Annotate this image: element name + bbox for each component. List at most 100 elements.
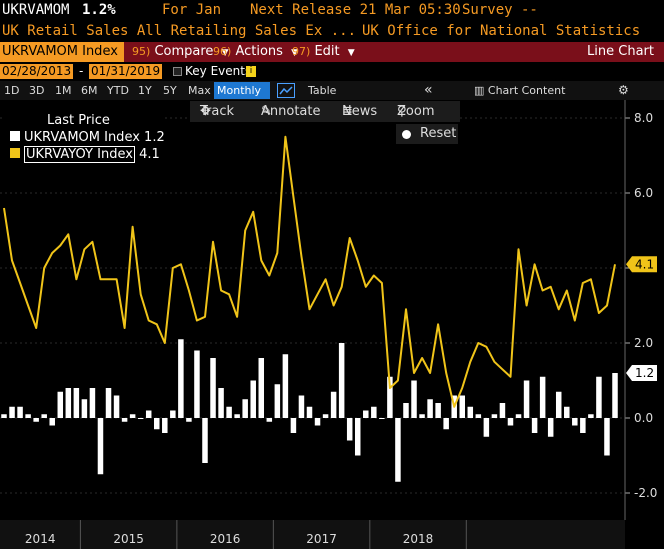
end-date-input[interactable]: 01/31/2019 — [89, 64, 163, 79]
gear-icon[interactable]: ⚙ — [618, 83, 629, 97]
bar — [41, 414, 47, 418]
last-value-tags: 4.1 1.2 — [626, 256, 657, 381]
bar — [258, 358, 265, 418]
bar — [580, 418, 586, 433]
ticker-input[interactable]: UKRVAMOM Index — [0, 42, 124, 62]
key-events-checkbox[interactable] — [173, 67, 182, 76]
period-1m[interactable]: 1M — [55, 84, 72, 97]
start-date-input[interactable]: 02/28/2013 — [0, 64, 74, 79]
info-icon[interactable]: i — [246, 66, 256, 77]
reset-button[interactable]: Reset — [396, 124, 458, 144]
bar — [363, 410, 369, 418]
y-tick-label: 2.0 — [634, 336, 653, 350]
y-axis: -2.00.02.04.06.08.0 — [624, 100, 657, 520]
period-bar: 1D 3D 1M 6M YTD 1Y 5Y Max Monthly ▼ Tabl… — [0, 81, 664, 114]
edit-button[interactable]: 97) Edit ▼ — [292, 44, 355, 59]
bar — [17, 406, 23, 418]
bar — [33, 418, 39, 422]
bar — [371, 406, 377, 418]
collapse-icon[interactable]: « — [424, 82, 433, 98]
next-release: Next Release 21 Mar 05:30 — [250, 2, 461, 18]
y-tick-label: -2.0 — [634, 486, 657, 500]
bar — [170, 410, 176, 418]
bar — [202, 418, 208, 463]
bar — [145, 410, 152, 418]
bar — [242, 399, 248, 418]
chart-tools: ✥ Track ✎ Annotate ≣ News ⚲ Zoom — [190, 101, 460, 122]
bar — [499, 403, 506, 418]
bar — [338, 343, 345, 418]
chart-type-label[interactable]: Line Chart — [587, 44, 654, 59]
table-button[interactable]: Table — [308, 84, 337, 97]
x-tick-label: 2016 — [210, 532, 241, 546]
bar — [564, 406, 570, 418]
period-1y[interactable]: 1Y — [138, 84, 152, 97]
y-tick-label: 0.0 — [634, 411, 653, 425]
frequency-select[interactable]: Monthly ▼ — [214, 82, 270, 114]
bar — [274, 384, 281, 418]
data-source: UK Office for National Statistics — [362, 23, 641, 39]
bar — [250, 380, 256, 418]
key-events-label: Key Events — [185, 64, 252, 78]
legend-item-ukrvayoy[interactable]: UKRVAYOY Index 4.1 — [10, 146, 160, 163]
chart-area[interactable]: -2.00.02.04.06.08.0 20142015201620172018… — [0, 100, 664, 549]
bar — [49, 418, 55, 426]
x-tick-label: 2014 — [25, 532, 56, 546]
bar — [234, 414, 240, 418]
bar — [483, 418, 490, 437]
bar — [547, 418, 554, 437]
news-icon: ≣ — [342, 104, 353, 119]
bar — [322, 414, 329, 418]
period-6m[interactable]: 6M — [81, 84, 98, 97]
legend-header: Last Price — [47, 113, 110, 128]
line-chart-icon[interactable] — [277, 83, 295, 98]
bar — [57, 391, 64, 418]
period-3d[interactable]: 3D — [29, 84, 45, 97]
bar — [210, 358, 216, 418]
period-5y[interactable]: 5Y — [163, 84, 177, 97]
bar — [427, 399, 433, 418]
bar — [89, 388, 96, 418]
function-toolbar: UKRVAMOM Index 95) Compare ▼ 96) Actions… — [0, 42, 664, 62]
bar — [65, 388, 72, 418]
x-tick-label: 2015 — [113, 532, 144, 546]
chart-icon: ▥ — [474, 84, 485, 97]
x-axis: 2014 2015 2016 2017 2018 — [0, 520, 625, 549]
bar — [290, 418, 297, 433]
bar — [218, 388, 224, 418]
bar — [354, 418, 361, 456]
bar — [459, 395, 465, 418]
actions-button[interactable]: 96) Actions ▼ — [213, 44, 298, 59]
bar — [403, 403, 409, 418]
period-max[interactable]: Max — [188, 84, 211, 97]
bar — [507, 418, 514, 426]
period-1d[interactable]: 1D — [4, 84, 20, 97]
bar — [612, 373, 618, 418]
radio-icon — [402, 130, 411, 139]
bar — [186, 418, 192, 422]
bar — [81, 399, 88, 418]
pencil-icon: ✎ — [261, 104, 272, 119]
last-value-tag-line: 4.1 — [626, 256, 657, 273]
bar — [25, 414, 31, 418]
bar — [395, 418, 401, 482]
bar — [604, 418, 610, 456]
bar — [443, 418, 449, 430]
bar — [596, 376, 602, 418]
bar — [531, 418, 538, 433]
bar — [346, 418, 353, 441]
bar — [467, 406, 474, 418]
survey: Survey -- — [462, 2, 538, 18]
chart-content-button[interactable]: ▥ Chart Content — [474, 84, 566, 97]
compare-button[interactable]: 95) Compare ▼ — [132, 44, 229, 59]
legend-item-ukrvamom[interactable]: UKRVAMOM Index 1.2 — [10, 129, 165, 146]
bar — [491, 414, 498, 418]
last-value: 1.2% — [82, 2, 116, 18]
bar — [1, 414, 7, 418]
bar — [129, 414, 136, 418]
for-period: For Jan — [162, 2, 222, 18]
bar — [154, 418, 160, 430]
y-tick-label: 8.0 — [634, 111, 653, 125]
bar — [298, 395, 305, 418]
period-ytd[interactable]: YTD — [107, 84, 129, 97]
